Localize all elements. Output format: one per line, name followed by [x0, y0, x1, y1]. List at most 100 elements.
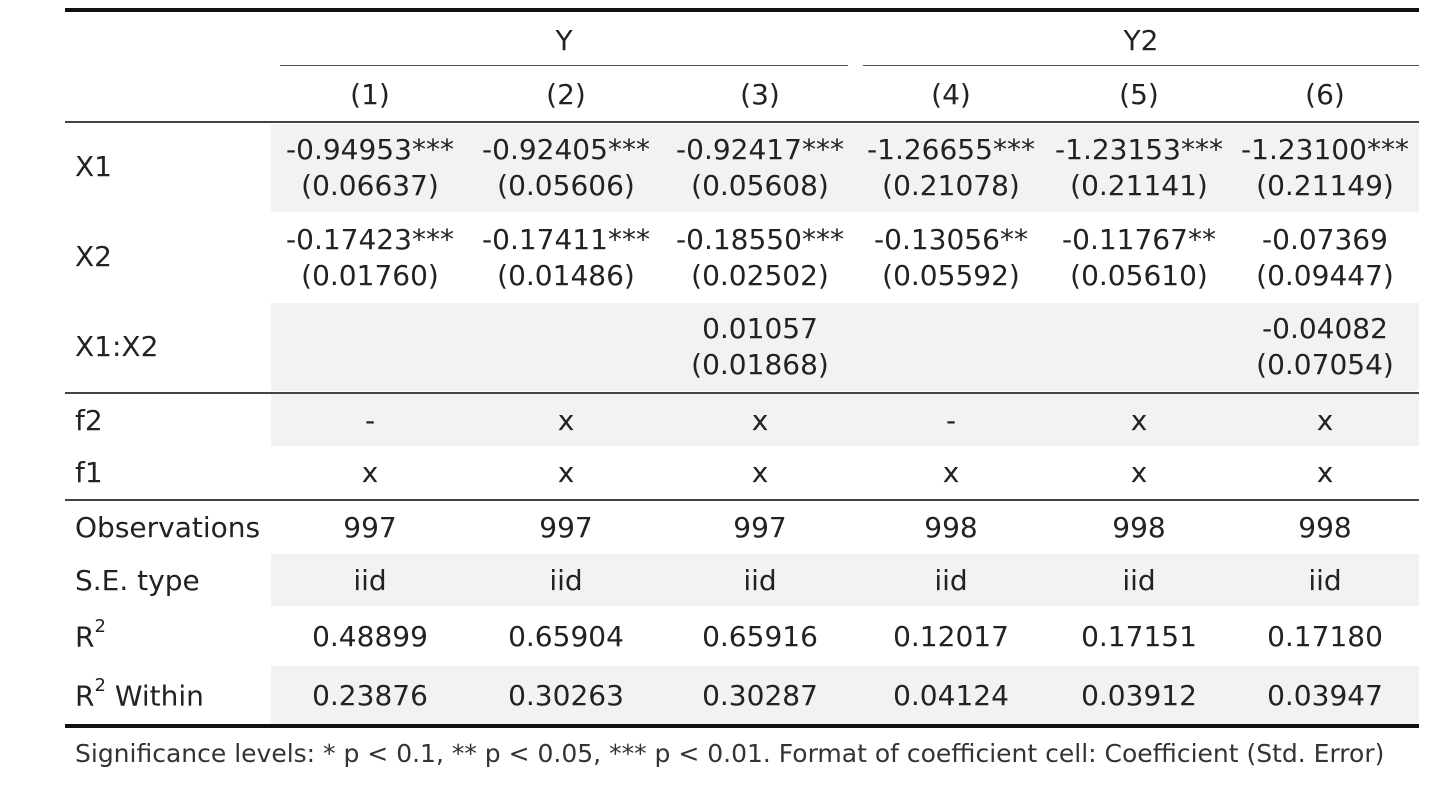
cell-value: 998 — [1112, 511, 1166, 544]
stat-cell: 0.48899 — [275, 619, 465, 655]
cell-value: 0.17151 — [1081, 620, 1197, 653]
cell-value: x — [1316, 404, 1334, 437]
cell-value: -0.18550*** — [676, 223, 844, 256]
stat-cell: iid — [275, 563, 465, 599]
cell-value: -0.11767** — [1062, 223, 1216, 256]
cell-value: iid — [743, 564, 777, 597]
row-label-observations: Observations — [75, 511, 261, 544]
cell-value: x — [557, 456, 575, 489]
cell-std-error: (0.09447) — [1256, 259, 1394, 292]
coef-cell: -0.17423*** (0.01760) — [275, 222, 465, 294]
cell-value: iid — [353, 564, 387, 597]
cell-std-error: (0.07054) — [1256, 348, 1394, 381]
row-shade-x1 — [271, 124, 1419, 212]
row-shade-se-type — [271, 554, 1419, 606]
coef-cell: -0.04082 (0.07054) — [1230, 311, 1420, 383]
column-group-y2: Y2 — [863, 16, 1419, 66]
cell-value: 0.65916 — [702, 620, 818, 653]
fixed-effect-cell: x — [471, 403, 661, 439]
fixed-effect-cell: x — [665, 455, 855, 491]
stat-cell: 0.65916 — [665, 619, 855, 655]
table-note: Significance levels: * p < 0.1, ** p < 0… — [75, 739, 1385, 768]
cell-value: 0.30263 — [508, 679, 624, 712]
cell-value: - — [945, 404, 957, 437]
top-rule — [65, 8, 1419, 12]
cell-value: iid — [549, 564, 583, 597]
fixed-effect-cell: x — [275, 455, 465, 491]
row-label-x2: X2 — [75, 240, 112, 273]
column-header-2: (2) — [546, 78, 586, 111]
cell-value: -0.94953*** — [286, 133, 454, 166]
stat-cell: iid — [1044, 563, 1234, 599]
cell-value: 0.17180 — [1267, 620, 1383, 653]
coef-cell: -0.17411*** (0.01486) — [471, 222, 661, 294]
cell-value: 997 — [539, 511, 593, 544]
row-label-f1: f1 — [75, 456, 103, 489]
cell-value: -0.13056** — [874, 223, 1028, 256]
stat-cell: iid — [665, 563, 855, 599]
cell-std-error: (0.21149) — [1256, 169, 1394, 202]
cell-value: 0.03912 — [1081, 679, 1197, 712]
cell-std-error: (0.01760) — [301, 259, 439, 292]
coef-cell: -1.23100*** (0.21149) — [1230, 132, 1420, 204]
bottom-rule — [65, 724, 1419, 728]
cell-value: 0.65904 — [508, 620, 624, 653]
fe-rule — [65, 499, 1419, 501]
stat-cell: 0.30287 — [665, 678, 855, 714]
coef-cell: -1.26655*** (0.21078) — [856, 132, 1046, 204]
stat-cell: iid — [1230, 563, 1420, 599]
stat-cell: 0.12017 — [856, 619, 1046, 655]
cell-value: -1.26655*** — [867, 133, 1035, 166]
fixed-effect-cell: x — [1044, 455, 1234, 491]
cell-value: 0.23876 — [312, 679, 428, 712]
stat-cell: 998 — [1044, 510, 1234, 546]
cell-value: x — [361, 456, 379, 489]
stat-cell: 0.04124 — [856, 678, 1046, 714]
cell-value: 998 — [1298, 511, 1352, 544]
fixed-effect-cell: x — [1230, 455, 1420, 491]
stat-cell: 998 — [856, 510, 1046, 546]
cell-value: iid — [1122, 564, 1156, 597]
coef-cell: 0.01057 (0.01868) — [665, 311, 855, 383]
stat-cell: 997 — [275, 510, 465, 546]
fixed-effect-cell: x — [1044, 403, 1234, 439]
row-label-x1: X1 — [75, 150, 112, 183]
coef-cell: -0.94953*** (0.06637) — [275, 132, 465, 204]
cell-value: 0.48899 — [312, 620, 428, 653]
cell-value: -1.23100*** — [1241, 133, 1409, 166]
fixed-effect-cell: x — [471, 455, 661, 491]
cell-value: -1.23153*** — [1055, 133, 1223, 166]
column-header-4: (4) — [931, 78, 971, 111]
fixed-effect-cell: x — [856, 455, 1046, 491]
column-header-3: (3) — [740, 78, 780, 111]
coef-cell: -0.92405*** (0.05606) — [471, 132, 661, 204]
coef-cell: -0.13056** (0.05592) — [856, 222, 1046, 294]
cell-value: x — [751, 404, 769, 437]
stat-cell: 0.03947 — [1230, 678, 1420, 714]
cell-value: - — [364, 404, 376, 437]
coef-cell: -0.11767** (0.05610) — [1044, 222, 1234, 294]
fixed-effect-cell: - — [275, 403, 465, 439]
cell-value: 0.03947 — [1267, 679, 1383, 712]
cell-value: iid — [934, 564, 968, 597]
cell-value: x — [557, 404, 575, 437]
cell-std-error: (0.02502) — [691, 259, 829, 292]
cell-value: -0.07369 — [1262, 223, 1388, 256]
fixed-effect-cell: x — [665, 403, 855, 439]
stat-cell: 0.17180 — [1230, 619, 1420, 655]
cell-std-error: (0.21141) — [1070, 169, 1208, 202]
cell-value: iid — [1308, 564, 1342, 597]
cell-value: x — [1130, 404, 1148, 437]
stat-cell: 0.23876 — [275, 678, 465, 714]
coef-cell: -0.92417*** (0.05608) — [665, 132, 855, 204]
cell-value: -0.17411*** — [482, 223, 650, 256]
cell-value: -0.92417*** — [676, 133, 844, 166]
cell-std-error: (0.05608) — [691, 169, 829, 202]
header-rule — [65, 121, 1419, 123]
cell-value: -0.92405*** — [482, 133, 650, 166]
cell-value: 0.01057 — [702, 312, 818, 345]
stat-cell: 0.17151 — [1044, 619, 1234, 655]
fixed-effect-cell: - — [856, 403, 1046, 439]
row-shade-x1x2 — [271, 303, 1419, 391]
stat-cell: 0.65904 — [471, 619, 661, 655]
